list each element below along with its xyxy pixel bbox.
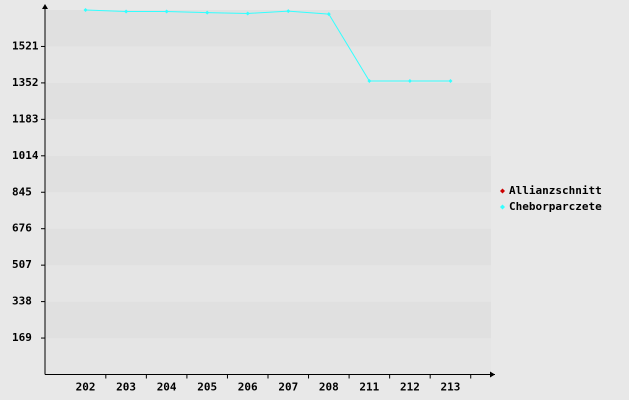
grid-band bbox=[45, 46, 491, 83]
y-tick-label: 845 bbox=[12, 185, 32, 198]
point bbox=[205, 10, 210, 15]
grid-band bbox=[45, 338, 491, 375]
grid-band bbox=[45, 301, 491, 339]
point bbox=[326, 12, 331, 17]
grid-band bbox=[45, 119, 491, 156]
point bbox=[124, 9, 129, 14]
point bbox=[286, 9, 291, 14]
series-line bbox=[85, 9, 451, 82]
x-tick-label: 202 bbox=[76, 381, 96, 394]
y-tick-label: 169 bbox=[12, 331, 32, 344]
point bbox=[245, 11, 250, 16]
legend-label: Allianzschnitt bbox=[509, 184, 602, 197]
x-tick-label: 211 bbox=[359, 381, 379, 394]
x-axis-arrow bbox=[490, 371, 495, 378]
point bbox=[83, 8, 88, 12]
y-tick-label: 1183 bbox=[12, 112, 39, 125]
point bbox=[367, 78, 372, 83]
legend-marker bbox=[500, 204, 505, 210]
y-tick-label: 1352 bbox=[12, 76, 39, 89]
grid-band bbox=[45, 265, 491, 302]
x-tick-label: 205 bbox=[197, 381, 217, 394]
point bbox=[164, 9, 169, 14]
y-tick-label: 1014 bbox=[12, 149, 39, 162]
x-tick-label: 208 bbox=[319, 381, 339, 394]
y-tick-label: 338 bbox=[12, 295, 32, 308]
x-tick-label: 213 bbox=[441, 381, 461, 394]
x-tick-label: 206 bbox=[238, 381, 258, 394]
x-tick-label: 212 bbox=[400, 381, 420, 394]
grid-band bbox=[45, 82, 491, 120]
legend-label: Cheborparczete bbox=[509, 200, 602, 213]
grid-band bbox=[45, 10, 491, 47]
point bbox=[407, 78, 412, 83]
x-tick-label: 203 bbox=[116, 381, 136, 394]
y-axis-arrow bbox=[42, 4, 48, 9]
x-tick-label: 204 bbox=[157, 381, 177, 394]
y-tick-label: 1521 bbox=[12, 39, 39, 52]
grid-band bbox=[45, 155, 491, 193]
y-tick-label: 507 bbox=[12, 258, 32, 271]
legend-marker bbox=[500, 188, 505, 194]
x-tick-label: 207 bbox=[278, 381, 298, 394]
point bbox=[448, 78, 453, 83]
grid-band bbox=[45, 228, 491, 266]
grid-band bbox=[45, 192, 491, 229]
y-tick-label: 676 bbox=[12, 222, 32, 235]
